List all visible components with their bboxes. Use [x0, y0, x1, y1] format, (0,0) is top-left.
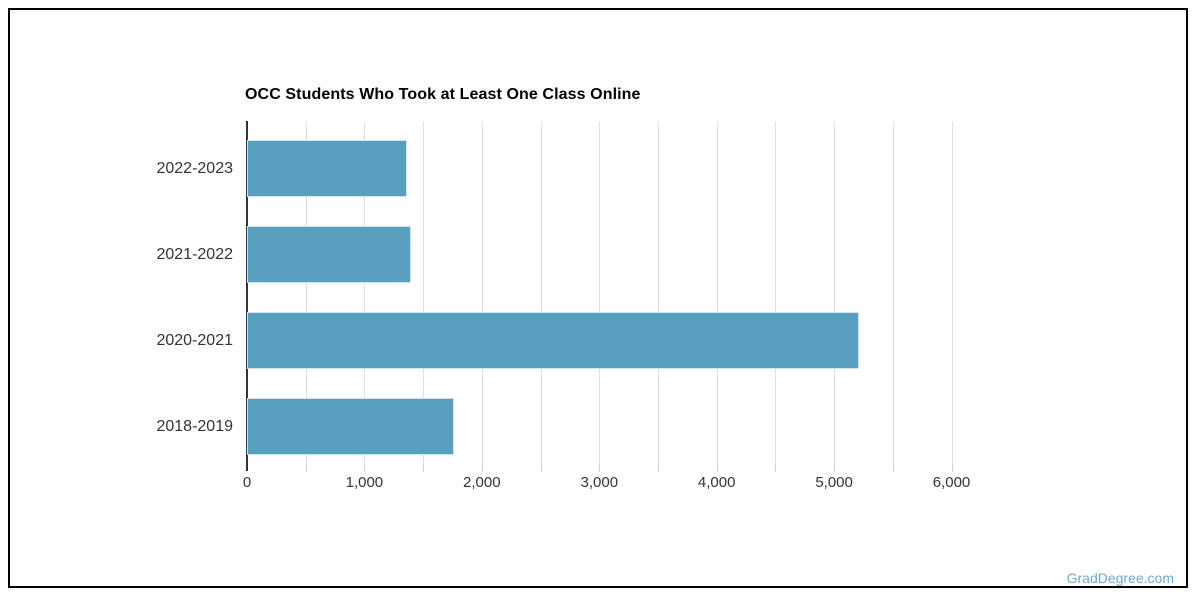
- x-axis-tick: [775, 466, 777, 472]
- bar-2021-2022: [247, 226, 412, 283]
- x-axis-tick: [305, 466, 307, 472]
- x-axis-tick: [716, 466, 718, 472]
- x-axis-tick: [423, 466, 425, 472]
- bar-2018-2019: [247, 398, 454, 455]
- x-axis-tick: [951, 466, 953, 472]
- x-axis-tick: [364, 466, 366, 472]
- gridline: [364, 122, 366, 466]
- x-tick-label: 5,000: [815, 474, 853, 491]
- x-axis-tick: [481, 466, 483, 472]
- gridline: [599, 122, 601, 466]
- category-label: 2018-2019: [156, 417, 233, 435]
- x-axis-tick: [834, 466, 836, 472]
- gridline: [658, 122, 659, 466]
- gridline: [540, 122, 542, 466]
- gridline: [305, 122, 307, 466]
- category-label: 2021-2022: [156, 245, 233, 263]
- bar-2020-2021: [247, 312, 859, 369]
- image-border-frame: [8, 8, 1188, 588]
- x-tick-label: 1,000: [345, 474, 384, 491]
- x-tick-label: 6,000: [932, 474, 971, 491]
- x-axis-tick: [540, 466, 542, 472]
- chart-title: OCC Students Who Took at Least One Class…: [245, 86, 641, 103]
- watermark-link: GradDegree.com: [1066, 570, 1174, 586]
- gridline: [481, 122, 483, 466]
- gridline: [951, 122, 953, 466]
- gridline: [775, 122, 777, 466]
- y-axis-line: [246, 121, 248, 471]
- x-tick-label: 0: [242, 474, 252, 491]
- gridline: [892, 122, 894, 466]
- category-label: 2020-2021: [156, 331, 233, 349]
- bar-2022-2023: [247, 140, 407, 197]
- x-tick-label: 2,000: [463, 474, 501, 491]
- gridline: [423, 122, 425, 466]
- x-axis-tick: [658, 466, 659, 472]
- gridline: [834, 122, 836, 466]
- x-tick-label: 4,000: [697, 474, 736, 491]
- category-label: 2022-2023: [156, 159, 233, 177]
- x-axis-tick: [599, 466, 601, 472]
- x-tick-label: 3,000: [580, 474, 619, 491]
- gridline: [716, 122, 718, 466]
- x-axis-tick: [892, 466, 894, 472]
